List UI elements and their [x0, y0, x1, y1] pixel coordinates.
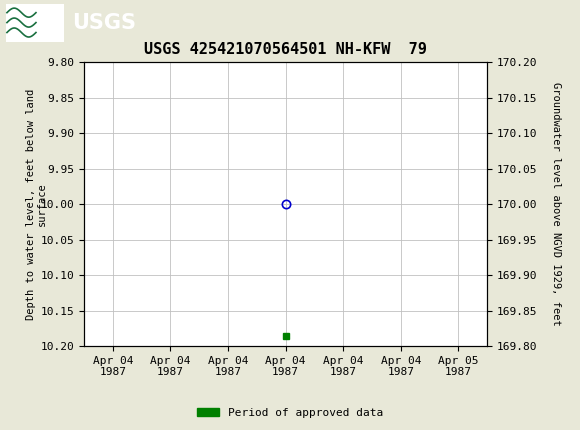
Y-axis label: Groundwater level above NGVD 1929, feet: Groundwater level above NGVD 1929, feet	[552, 83, 561, 326]
Bar	[6, 3, 64, 42]
Y-axis label: Depth to water level, feet below land
surface: Depth to water level, feet below land su…	[26, 89, 47, 320]
Legend: Period of approved data: Period of approved data	[193, 403, 387, 422]
Text: USGS: USGS	[72, 12, 136, 33]
Title: USGS 425421070564501 NH-KFW  79: USGS 425421070564501 NH-KFW 79	[144, 42, 427, 57]
